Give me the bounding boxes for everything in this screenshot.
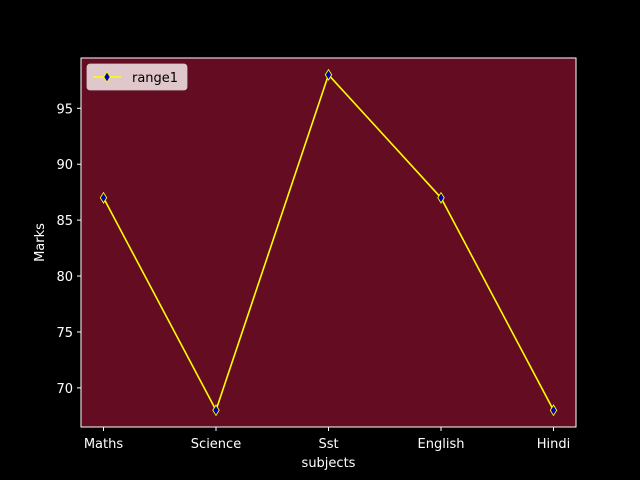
data-point — [324, 68, 333, 81]
y-tick-label: 95 — [56, 102, 73, 117]
data-point — [437, 191, 445, 204]
data-point — [549, 404, 558, 417]
data-point — [99, 191, 108, 204]
x-axis-ticks: Maths Science Sst English Hindi — [84, 427, 570, 452]
y-tick-label: 85 — [56, 214, 73, 229]
x-tick-label: Sst — [318, 437, 338, 452]
x-tick-label: Science — [191, 437, 241, 452]
plot-area — [80, 57, 577, 428]
y-tick-label: 70 — [56, 382, 73, 397]
y-tick-label: 75 — [56, 326, 73, 341]
legend-label: range1 — [132, 71, 178, 86]
x-tick-label: Maths — [84, 437, 124, 452]
y-tick-label: 90 — [56, 158, 73, 173]
series-layer — [99, 68, 558, 417]
y-axis-ticks: 70 75 80 85 90 95 — [56, 102, 81, 397]
legend-box — [86, 63, 188, 91]
x-tick-label: Hindi — [537, 437, 571, 452]
legend: range1 — [86, 63, 188, 91]
y-tick-label: 80 — [56, 270, 73, 285]
x-tick-label: English — [418, 437, 465, 452]
data-point — [212, 404, 220, 417]
legend-marker — [103, 70, 111, 84]
x-axis-label: subjects — [302, 456, 356, 471]
y-axis-label: Marks — [33, 223, 48, 262]
